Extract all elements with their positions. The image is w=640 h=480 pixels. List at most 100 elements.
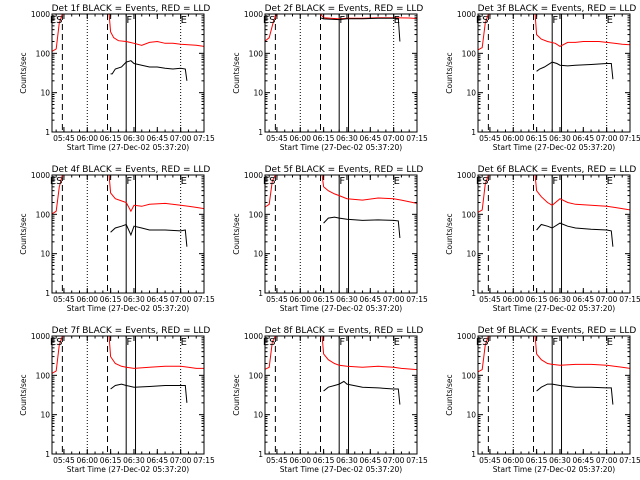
y-tick-label: 1000 bbox=[457, 171, 476, 180]
segment-label: E bbox=[607, 176, 613, 187]
segment-label: S bbox=[56, 337, 62, 348]
segment-label: S bbox=[482, 15, 488, 26]
x-tick-label: 07:15 bbox=[406, 456, 428, 465]
detector-panel-1: Det 1f BLACK = Events, RED = LLDESFE1101… bbox=[19, 4, 215, 152]
panel-title: Det 9f BLACK = Events, RED = LLD bbox=[478, 326, 637, 336]
y-tick-label: 1 bbox=[258, 450, 263, 459]
segment-label: S bbox=[269, 15, 275, 26]
x-tick-label: 07:15 bbox=[619, 456, 640, 465]
x-tick-label: 06:45 bbox=[146, 295, 168, 304]
plot-frame bbox=[264, 335, 418, 455]
x-tick-label: 05:45 bbox=[53, 295, 75, 304]
plot-frame bbox=[477, 335, 631, 455]
y-tick-label: 1000 bbox=[31, 171, 50, 180]
detector-panel-3: Det 3f BLACK = Events, RED = LLDESFE1101… bbox=[445, 4, 640, 152]
y-tick-label: 10 bbox=[466, 250, 476, 259]
panel-title: Det 7f BLACK = Events, RED = LLD bbox=[52, 326, 211, 336]
x-tick-label: 07:15 bbox=[619, 295, 640, 304]
segment-label: E bbox=[181, 337, 187, 348]
segment-label: F bbox=[339, 337, 345, 348]
x-tick-label: 06:30 bbox=[336, 456, 358, 465]
y-axis-label: Counts/sec bbox=[232, 374, 241, 415]
x-tick-label: 06:45 bbox=[572, 456, 594, 465]
x-axis-label: Start Time (27-Dec-02 05:37:20) bbox=[67, 143, 189, 152]
segment-label: S bbox=[482, 337, 488, 348]
segment-label: E bbox=[394, 337, 400, 348]
y-tick-label: 10 bbox=[40, 250, 50, 259]
x-tick-label: 06:30 bbox=[123, 134, 145, 143]
y-tick-label: 1 bbox=[45, 450, 50, 459]
segment-label: S bbox=[56, 15, 62, 26]
x-tick-label: 06:00 bbox=[76, 456, 98, 465]
x-tick-label: 07:00 bbox=[170, 134, 192, 143]
y-axis-label: Counts/sec bbox=[19, 213, 28, 254]
lld-series-line bbox=[52, 336, 204, 374]
lld-series-line bbox=[478, 336, 630, 373]
x-tick-label: 06:45 bbox=[359, 134, 381, 143]
x-tick-label: 06:30 bbox=[123, 295, 145, 304]
plot-frame bbox=[51, 13, 205, 133]
x-tick-label: 06:00 bbox=[502, 456, 524, 465]
x-axis-label: Start Time (27-Dec-02 05:37:20) bbox=[493, 465, 615, 474]
segment-label: S bbox=[482, 176, 488, 187]
segment-label: S bbox=[269, 176, 275, 187]
x-tick-label: 06:45 bbox=[146, 456, 168, 465]
x-tick-label: 07:00 bbox=[383, 134, 405, 143]
detector-panel-2: Det 2f BLACK = Events, RED = LLDESFE1101… bbox=[232, 4, 428, 152]
x-tick-label: 07:15 bbox=[619, 134, 640, 143]
x-tick-label: 06:00 bbox=[76, 295, 98, 304]
y-tick-label: 100 bbox=[462, 49, 477, 58]
y-tick-label: 100 bbox=[462, 210, 477, 219]
y-tick-label: 1 bbox=[258, 128, 263, 137]
segment-label: E bbox=[394, 176, 400, 187]
lld-series-line bbox=[478, 14, 630, 51]
segment-label: F bbox=[126, 176, 132, 187]
series-group bbox=[52, 175, 204, 247]
plot-frame bbox=[264, 174, 418, 294]
x-tick-label: 06:15 bbox=[100, 295, 122, 304]
x-tick-label: 05:45 bbox=[479, 295, 501, 304]
plot-frame bbox=[51, 174, 205, 294]
lld-series-line bbox=[265, 336, 417, 371]
y-tick-label: 10 bbox=[253, 89, 263, 98]
x-tick-label: 06:30 bbox=[336, 295, 358, 304]
panel-title: Det 5f BLACK = Events, RED = LLD bbox=[265, 165, 424, 175]
y-axis-label: Counts/sec bbox=[445, 374, 454, 415]
x-tick-label: 06:30 bbox=[549, 456, 571, 465]
y-tick-label: 1000 bbox=[457, 10, 476, 19]
panel-title: Det 8f BLACK = Events, RED = LLD bbox=[265, 326, 424, 336]
x-axis-label: Start Time (27-Dec-02 05:37:20) bbox=[67, 304, 189, 313]
series-group bbox=[478, 14, 630, 80]
x-tick-label: 06:15 bbox=[313, 134, 335, 143]
segment-label: F bbox=[552, 15, 558, 26]
y-tick-label: 10 bbox=[40, 411, 50, 420]
x-tick-label: 06:00 bbox=[289, 456, 311, 465]
panel-title: Det 2f BLACK = Events, RED = LLD bbox=[265, 4, 424, 14]
series-group bbox=[478, 175, 630, 247]
series-group bbox=[52, 336, 204, 403]
y-tick-label: 100 bbox=[249, 49, 264, 58]
events-series-line bbox=[536, 383, 614, 405]
x-tick-label: 06:15 bbox=[526, 295, 548, 304]
x-tick-label: 05:45 bbox=[53, 456, 75, 465]
y-tick-label: 1000 bbox=[31, 10, 50, 19]
x-tick-label: 06:45 bbox=[572, 134, 594, 143]
x-tick-label: 05:45 bbox=[266, 456, 288, 465]
x-tick-label: 07:00 bbox=[170, 295, 192, 304]
y-tick-label: 10 bbox=[466, 411, 476, 420]
x-tick-label: 06:00 bbox=[289, 295, 311, 304]
plot-frame bbox=[264, 13, 418, 133]
x-tick-label: 07:15 bbox=[406, 295, 428, 304]
y-tick-label: 100 bbox=[36, 371, 51, 380]
x-axis-label: Start Time (27-Dec-02 05:37:20) bbox=[493, 143, 615, 152]
plot-frame bbox=[51, 335, 205, 455]
detector-panel-7: Det 7f BLACK = Events, RED = LLDESFE1101… bbox=[19, 326, 215, 474]
x-tick-label: 06:15 bbox=[526, 456, 548, 465]
segment-label: E bbox=[181, 176, 187, 187]
x-tick-label: 06:30 bbox=[549, 295, 571, 304]
lld-series-line bbox=[52, 175, 204, 215]
series-group bbox=[52, 14, 204, 81]
x-tick-label: 06:45 bbox=[146, 134, 168, 143]
panel-title: Det 3f BLACK = Events, RED = LLD bbox=[478, 4, 637, 14]
